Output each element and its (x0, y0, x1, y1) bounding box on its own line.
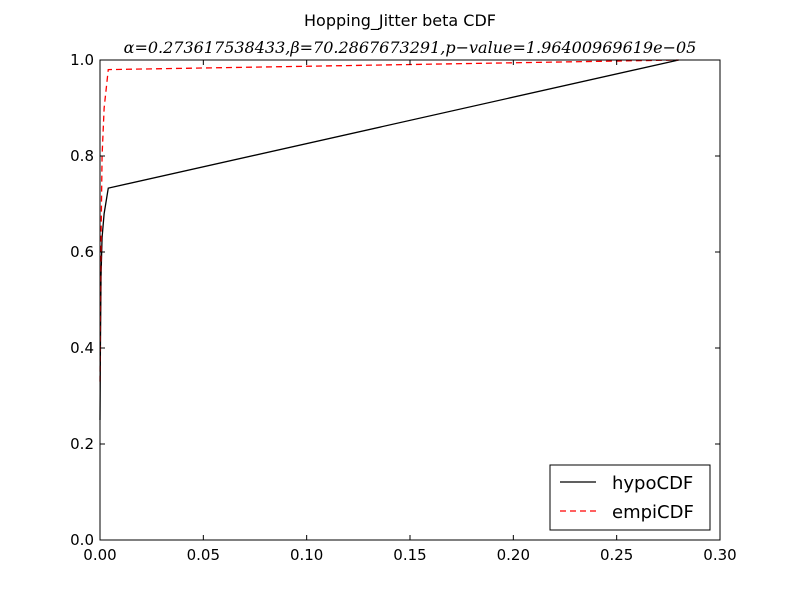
y-tick-label: 0.0 (70, 531, 94, 549)
y-tick-label: 1.0 (70, 51, 94, 69)
x-tick-label: 0.30 (703, 546, 736, 564)
chart-title: Hopping_Jitter beta CDF (304, 11, 496, 31)
x-tick-label: 0.10 (290, 546, 323, 564)
series-layer (99, 59, 679, 421)
legend-label-hypocdf: hypoCDF (612, 473, 693, 494)
y-tick-label: 0.6 (70, 243, 94, 261)
series-line-empicdf (99, 59, 679, 382)
legend: hypoCDF empiCDF (549, 464, 711, 531)
ticks-layer: 0.00 0.05 0.10 0.15 0.20 0.25 0.30 0.0 0.2 0.4 0.6… (70, 51, 737, 564)
legend-box (549, 464, 711, 531)
y-tick-label: 0.2 (70, 435, 94, 453)
x-tick-label: 0.00 (83, 546, 116, 564)
x-tick-label: 0.05 (187, 546, 220, 564)
y-tick-label: 0.8 (70, 147, 94, 165)
x-tick-label: 0.15 (393, 546, 426, 564)
plot-frame (99, 59, 721, 541)
y-tick-label: 0.4 (70, 339, 94, 357)
x-tick-label: 0.25 (600, 546, 633, 564)
chart-subtitle: α=0.273617538433,β=70.2867673291,p−value… (124, 38, 697, 57)
series-line-hypocdf (99, 59, 679, 421)
x-tick-label: 0.20 (497, 546, 530, 564)
legend-label-empicdf: empiCDF (612, 502, 694, 523)
